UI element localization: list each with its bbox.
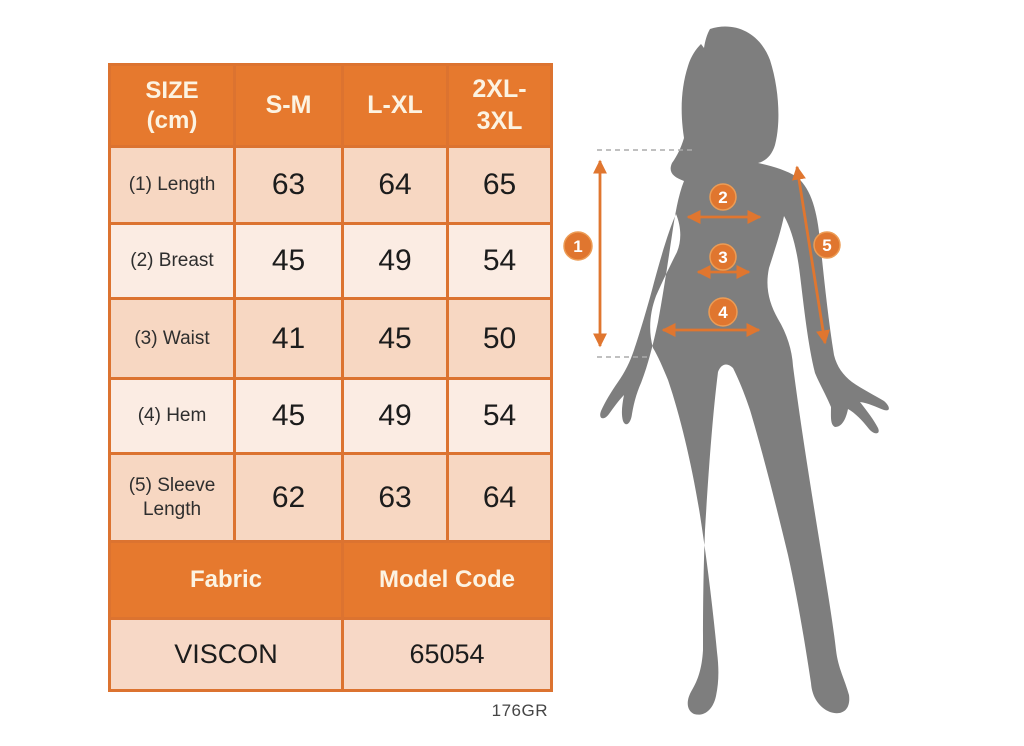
value-length-sm: 63	[236, 148, 341, 222]
model-weight-footnote: 176GR	[491, 701, 548, 720]
value-hem-lxl: 49	[344, 380, 446, 452]
row-label-breast: (2) Breast	[111, 225, 233, 297]
size-table-header-sm: S-M	[236, 66, 341, 145]
value-breast-2xl3xl: 54	[449, 225, 550, 297]
fabric-header: Fabric	[111, 543, 341, 617]
marker-number-2: 2	[718, 188, 727, 207]
value-length-2xl3xl: 65	[449, 148, 550, 222]
marker-number-3: 3	[718, 248, 727, 267]
marker-badge-2	[709, 183, 737, 211]
marker-badge-3	[709, 243, 737, 271]
marker-badges: 1 2 3 4 5	[563, 183, 841, 327]
marker-badge-4	[708, 297, 738, 327]
value-breast-lxl: 49	[344, 225, 446, 297]
model-code-header: Model Code	[344, 543, 550, 617]
marker-number-4: 4	[718, 303, 728, 322]
size-table-header-size: SIZE (cm)	[111, 66, 233, 145]
row-label-waist: (3) Waist	[111, 300, 233, 377]
value-waist-sm: 41	[236, 300, 341, 377]
value-hem-sm: 45	[236, 380, 341, 452]
value-length-lxl: 64	[344, 148, 446, 222]
row-label-hem: (4) Hem	[111, 380, 233, 452]
model-code-value: 65054	[344, 620, 550, 689]
value-hem-2xl3xl: 54	[449, 380, 550, 452]
value-sleeve-lxl: 63	[344, 455, 446, 540]
value-breast-sm: 45	[236, 225, 341, 297]
marker-badge-5	[813, 231, 841, 259]
female-silhouette	[600, 26, 889, 715]
value-waist-lxl: 45	[344, 300, 446, 377]
marker-number-5: 5	[822, 236, 831, 255]
size-table: SIZE (cm) S-M L-XL 2XL-3XL (1) Length 63…	[108, 63, 553, 692]
measurement-figure: 1 2 3 4 5	[563, 26, 889, 715]
marker-number-1: 1	[573, 237, 582, 256]
value-sleeve-2xl3xl: 64	[449, 455, 550, 540]
fabric-value: VISCON	[111, 620, 341, 689]
size-table-header-2xl3xl: 2XL-3XL	[449, 66, 550, 145]
value-sleeve-sm: 62	[236, 455, 341, 540]
row-label-length: (1) Length	[111, 148, 233, 222]
row-label-sleeve-length: (5) Sleeve Length	[111, 455, 233, 540]
sleeve-measure-arrow	[792, 165, 830, 345]
size-table-header-lxl: L-XL	[344, 66, 446, 145]
marker-badge-1	[563, 231, 593, 261]
value-waist-2xl3xl: 50	[449, 300, 550, 377]
